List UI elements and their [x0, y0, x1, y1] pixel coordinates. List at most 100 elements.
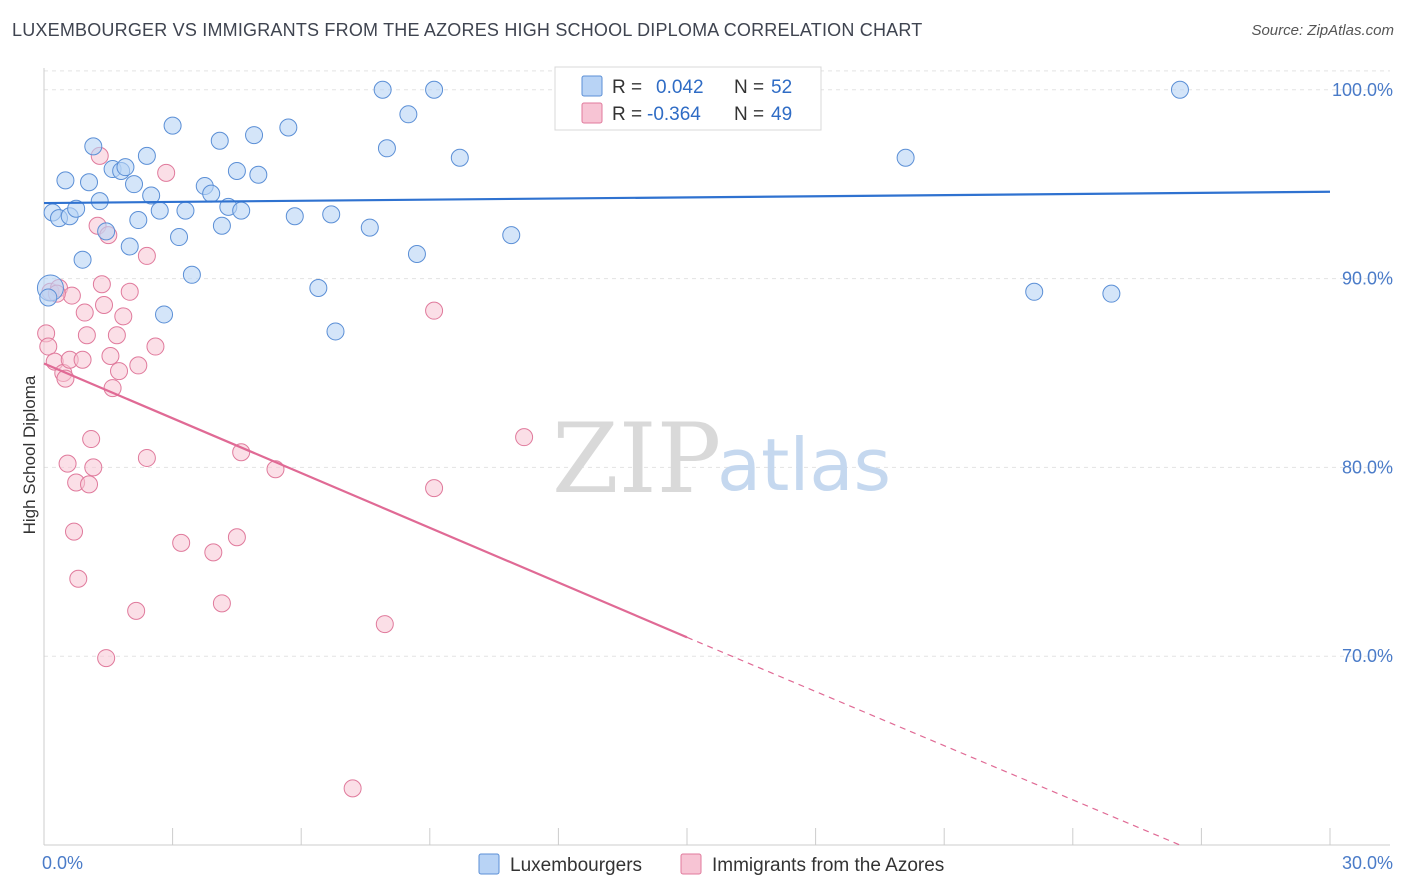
y-tick-label: 70.0% [1342, 646, 1393, 666]
legend-swatch-blue [581, 75, 603, 97]
luxembourger-point [407, 245, 426, 264]
luxembourger-point [90, 192, 109, 211]
azores-point [101, 346, 120, 365]
luxembourger-point [129, 211, 148, 230]
azores-point [110, 362, 129, 381]
azores-point [62, 286, 81, 305]
luxembourger-point [502, 226, 521, 245]
series-legend-swatch-pink [680, 853, 702, 875]
luxembourger-point [97, 222, 116, 241]
azores-point [127, 601, 146, 620]
azores-point [227, 528, 246, 547]
luxembourger-point [399, 105, 418, 124]
luxembourger-point [170, 228, 189, 247]
luxembourger-point [360, 218, 379, 237]
azores-point [120, 282, 139, 301]
luxembourger-point [232, 201, 251, 220]
azores-point [515, 428, 534, 447]
azores-point [84, 458, 103, 477]
legend-n-value-pink: 49 [771, 104, 792, 125]
azores-point [114, 307, 133, 326]
series-luxembourgers-points [36, 80, 1189, 341]
azores-point [137, 448, 156, 467]
luxembourger-point [309, 279, 328, 298]
luxembourger-point [120, 237, 139, 256]
luxembourger-point [142, 186, 161, 205]
luxembourger-point [210, 131, 229, 150]
chart-title: LUXEMBOURGER VS IMMIGRANTS FROM THE AZOR… [12, 20, 923, 40]
azores-point [375, 615, 394, 634]
azores-point [107, 326, 126, 345]
luxembourger-point [326, 322, 345, 341]
legend-n-label: N = [734, 104, 764, 125]
luxembourger-point [373, 80, 392, 99]
legend-r-label: R = [612, 104, 642, 125]
gridlines [44, 70, 1390, 657]
azores-point [157, 163, 176, 182]
azores-point [39, 337, 58, 356]
trend-lines [43, 190, 1331, 846]
series-legend-label-azores: Immigrants from the Azores [712, 855, 944, 876]
axes [43, 68, 1390, 846]
luxembourger-point [450, 148, 469, 167]
trend-line-azores [43, 362, 688, 639]
azores-point [92, 275, 111, 294]
luxembourger-point [176, 201, 195, 220]
luxembourger-point [249, 165, 268, 184]
luxembourger-point [322, 205, 341, 224]
luxembourger-point [1170, 80, 1189, 99]
luxembourger-point [227, 161, 246, 180]
luxembourger-point [279, 118, 298, 137]
luxembourger-point [39, 288, 58, 307]
luxembourger-point [80, 173, 99, 192]
azores-point [129, 356, 148, 375]
luxembourger-point [67, 199, 86, 218]
azores-point [146, 337, 165, 356]
azores-point [425, 301, 444, 320]
luxembourger-point [1102, 284, 1121, 303]
y-tick-label: 80.0% [1342, 457, 1393, 477]
luxembourger-point [137, 146, 156, 165]
luxembourger-point [1025, 282, 1044, 301]
luxembourger-point [182, 265, 201, 284]
watermark-zip: ZIP [552, 403, 721, 515]
luxembourger-point [245, 126, 264, 145]
legend-swatch-pink [581, 102, 603, 124]
series-azores-points [37, 146, 534, 798]
series-legend: Luxembourgers Immigrants from the Azores [478, 853, 944, 876]
azores-point [343, 779, 362, 798]
y-tick-label: 100.0% [1332, 80, 1393, 100]
x-tick-label: 0.0% [42, 853, 83, 873]
watermark: ZIP atlas [552, 403, 891, 515]
luxembourger-point [212, 216, 231, 235]
legend-n-value-blue: 52 [771, 77, 792, 98]
x-tick-labels: 0.0% 30.0% [42, 853, 1393, 873]
series-legend-swatch-blue [478, 853, 500, 875]
trend-line-azores-extrapolated [686, 636, 1181, 846]
azores-point [425, 479, 444, 498]
azores-point [97, 649, 116, 668]
azores-point [69, 569, 88, 588]
luxembourger-point [377, 139, 396, 158]
luxembourger-point [56, 171, 75, 190]
luxembourger-point [896, 148, 915, 167]
azores-point [77, 326, 96, 345]
legend-n-label: N = [734, 77, 764, 98]
azores-point [58, 454, 77, 473]
y-axis-title: High School Diploma [20, 375, 39, 534]
azores-point [65, 522, 84, 541]
azores-point [95, 296, 114, 315]
azores-point [103, 379, 122, 398]
luxembourger-point [84, 137, 103, 156]
luxembourger-point [150, 201, 169, 220]
luxembourger-point [202, 184, 221, 203]
legend-r-value-pink: -0.364 [647, 104, 701, 125]
watermark-atlas: atlas [717, 423, 891, 507]
y-tick-label: 90.0% [1342, 269, 1393, 289]
azores-point [73, 350, 92, 369]
legend-r-label: R = [612, 77, 642, 98]
azores-point [266, 460, 285, 479]
x-tick-label: 30.0% [1342, 853, 1393, 873]
azores-point [80, 475, 99, 494]
